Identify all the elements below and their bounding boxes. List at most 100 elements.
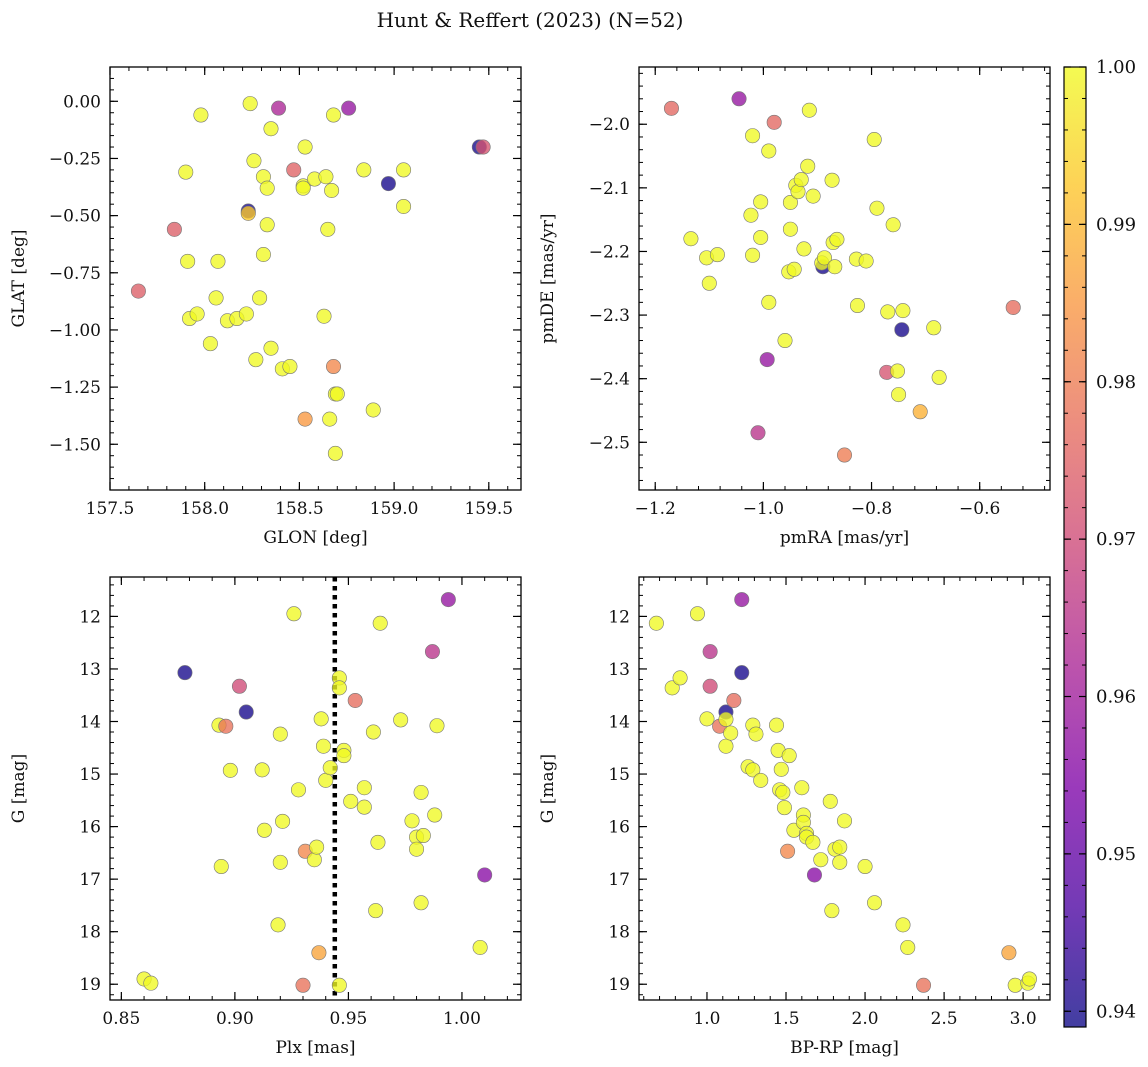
- data-point: [311, 945, 327, 961]
- y-tick-label: −2.1: [589, 179, 630, 199]
- data-point: [252, 290, 268, 306]
- data-point: [424, 644, 440, 660]
- data-point: [858, 253, 874, 269]
- x-tick-label: 2.0: [852, 1009, 879, 1029]
- x-tick-label: −1.2: [635, 499, 676, 519]
- y-tick-label: −2.5: [589, 433, 630, 453]
- data-point: [130, 283, 146, 299]
- data-point: [699, 711, 715, 727]
- scatter-panel-bprp_g: 1.0 1.5 2.0 2.5 3.0 12 13 14 15 16 17 18 19 BP-RP [ma…: [538, 576, 1051, 1058]
- data-point: [743, 207, 759, 223]
- data-point: [849, 298, 865, 314]
- data-point: [372, 615, 388, 631]
- data-point: [816, 250, 832, 266]
- data-point: [889, 363, 905, 379]
- data-point: [413, 784, 429, 800]
- x-tick-label: 0.95: [329, 1009, 367, 1029]
- data-point: [701, 275, 717, 291]
- data-point: [806, 867, 822, 883]
- data-point: [370, 834, 386, 850]
- data-point: [475, 139, 491, 155]
- data-point: [329, 386, 345, 402]
- data-point: [773, 761, 789, 777]
- data-point: [769, 717, 785, 733]
- data-point: [404, 813, 420, 829]
- data-point: [368, 903, 384, 919]
- colorbar-gradient: [1064, 67, 1086, 1027]
- x-tick-label: 3.0: [1010, 1009, 1037, 1029]
- data-point: [745, 247, 761, 263]
- data-point: [813, 852, 829, 868]
- colorbar-frame: [1063, 66, 1087, 1028]
- data-point: [709, 247, 725, 263]
- data-point: [822, 793, 838, 809]
- data-point: [663, 100, 679, 116]
- data-point: [748, 726, 764, 742]
- data-point: [702, 644, 718, 660]
- data-point: [824, 903, 840, 919]
- data-point: [327, 445, 343, 461]
- data-point: [263, 121, 279, 137]
- data-point: [796, 241, 812, 257]
- x-tick-label: −0.6: [959, 499, 1000, 519]
- colorbar-tick-label: 1.00: [1096, 57, 1136, 78]
- data-point: [316, 308, 332, 324]
- x-tick-label: 0.85: [102, 1009, 140, 1029]
- data-point: [836, 447, 852, 463]
- x-tick-label: 158.5: [275, 499, 324, 519]
- colorbar-tick-label: 0.98: [1096, 372, 1136, 393]
- data-point: [761, 143, 777, 159]
- colorbar-tick-label: 0.97: [1096, 529, 1136, 550]
- y-tick-label: −2.3: [589, 306, 630, 326]
- data-point: [867, 895, 883, 911]
- data-point: [272, 854, 288, 870]
- data-point: [178, 164, 194, 180]
- data-point: [1001, 945, 1017, 961]
- data-point: [440, 592, 456, 608]
- y-tick-label: −2.0: [589, 115, 630, 135]
- data-point: [282, 359, 298, 375]
- data-point: [723, 725, 739, 741]
- data-point: [331, 680, 347, 696]
- x-axis-label: pmRA [mas/yr]: [780, 528, 909, 548]
- data-point: [343, 793, 359, 809]
- data-point: [180, 253, 196, 269]
- data-point: [415, 828, 431, 844]
- data-point: [894, 322, 910, 338]
- y-tick-label: 17: [79, 870, 101, 890]
- data-point: [781, 748, 797, 764]
- scatter-panel-plx_g: 0.85 0.90 0.95 1.00 12 13 14 15 16 17 18 19 Plx [mas…: [9, 576, 522, 1058]
- data-point: [210, 253, 226, 269]
- data-point: [347, 692, 363, 708]
- data-point: [726, 692, 742, 708]
- x-tick-label: 1.5: [772, 1009, 799, 1029]
- data-point: [166, 221, 182, 237]
- data-point: [246, 153, 262, 169]
- data-point: [745, 128, 761, 144]
- data-point: [900, 939, 916, 955]
- y-axis-label: GLAT [deg]: [9, 229, 29, 327]
- data-point: [794, 780, 810, 796]
- data-point: [275, 813, 291, 829]
- data-point: [472, 939, 488, 955]
- data-point: [143, 975, 159, 991]
- data-point: [248, 352, 264, 368]
- y-tick-label: 16: [79, 818, 101, 838]
- y-tick-label: 19: [79, 975, 101, 995]
- y-tick-label: −0.75: [49, 264, 101, 284]
- data-point: [409, 841, 425, 857]
- data-point: [648, 615, 664, 631]
- data-point: [759, 352, 775, 368]
- data-point: [313, 711, 329, 727]
- data-point: [331, 977, 347, 993]
- data-point: [916, 977, 932, 993]
- data-point: [286, 606, 302, 622]
- y-tick-label: 17: [608, 870, 630, 890]
- axes-frame: [109, 66, 522, 491]
- data-point: [341, 100, 357, 116]
- data-point: [222, 762, 238, 778]
- x-axis-label: Plx [mas]: [275, 1038, 355, 1058]
- y-tick-label: 18: [608, 923, 630, 943]
- data-point: [336, 748, 352, 764]
